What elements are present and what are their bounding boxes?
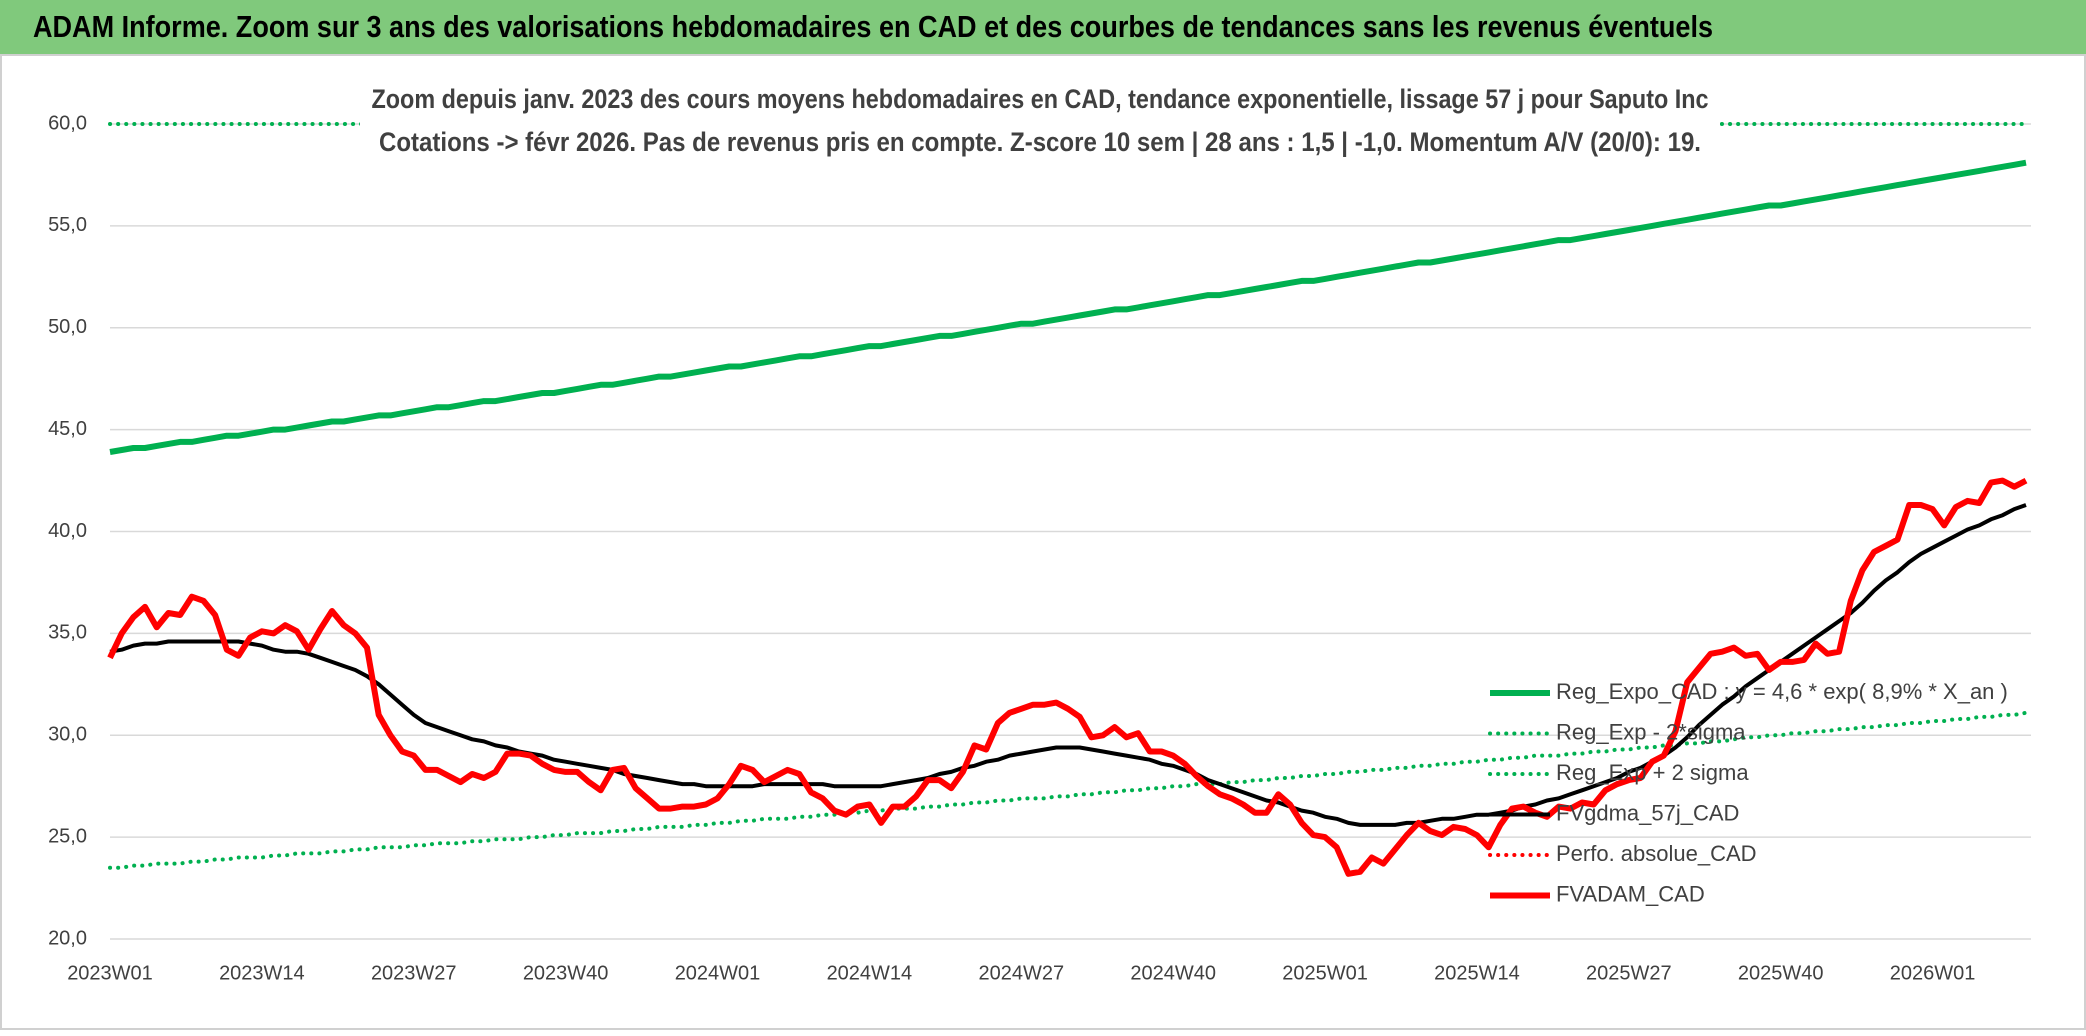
- x-tick-label: 2023W14: [219, 962, 305, 984]
- axes: 20,0 25,0 30,0 35,0 40,0 45,0 50,0 55,0 60,0 2023…: [48, 112, 1975, 984]
- x-tick-label: 2025W14: [1434, 962, 1520, 984]
- x-tick-label: 2026W01: [1890, 962, 1976, 984]
- x-tick-label: 2024W01: [675, 962, 761, 984]
- x-tick-label: 2023W40: [523, 962, 609, 984]
- x-tick-label: 2024W27: [978, 962, 1064, 984]
- legend-label: Reg_Expo_CAD : y = 4,6 * exp( 8,9% * X_a…: [1556, 679, 2008, 704]
- series-line: [109, 159, 2027, 455]
- legend: Reg_Expo_CAD : y = 4,6 * exp( 8,9% * X_a…: [1488, 679, 2008, 906]
- x-tick-label: 2025W01: [1282, 962, 1368, 984]
- y-tick-label: 30,0: [48, 724, 87, 746]
- y-tick-label: 40,0: [48, 520, 87, 542]
- y-tick-label: 25,0: [48, 825, 87, 847]
- y-tick-label: 35,0: [48, 622, 87, 644]
- header-title: ADAM Informe. Zoom sur 3 ans des valoris…: [33, 9, 1713, 44]
- y-tick-label: 45,0: [48, 418, 87, 440]
- legend-label: FVADAM_CAD: [1556, 881, 1705, 906]
- chart-frame: [0, 54, 2086, 1030]
- x-tick-label: 2023W01: [67, 962, 153, 984]
- series-line: [107, 477, 2028, 877]
- x-tick-label: 2025W40: [1738, 962, 1824, 984]
- header-bar: [0, 0, 2086, 54]
- subtitle-background: [360, 80, 1720, 168]
- y-tick-label: 20,0: [48, 927, 87, 949]
- legend-label: Reg_Exp + 2 sigma: [1556, 760, 1749, 785]
- subtitle-line: Zoom depuis janv. 2023 des cours moyens …: [372, 84, 1709, 114]
- y-tick-label: 50,0: [48, 316, 87, 338]
- legend-label: Perfo. absolue_CAD: [1556, 841, 1757, 866]
- series-line: [109, 503, 2027, 827]
- legend-label: FVgdma_57j_CAD: [1556, 800, 1739, 825]
- x-tick-label: 2024W40: [1130, 962, 1216, 984]
- legend-label: Reg_Exp - 2*sigma: [1556, 719, 1746, 744]
- series-line: [108, 710, 2028, 870]
- y-tick-label: 60,0: [48, 112, 87, 134]
- y-tick-label: 55,0: [48, 214, 87, 236]
- x-tick-label: 2025W27: [1586, 962, 1672, 984]
- x-tick-label: 2024W14: [827, 962, 913, 984]
- x-tick-label: 2023W27: [371, 962, 457, 984]
- subtitle-line: Cotations -> févr 2026. Pas de revenus p…: [379, 127, 1701, 157]
